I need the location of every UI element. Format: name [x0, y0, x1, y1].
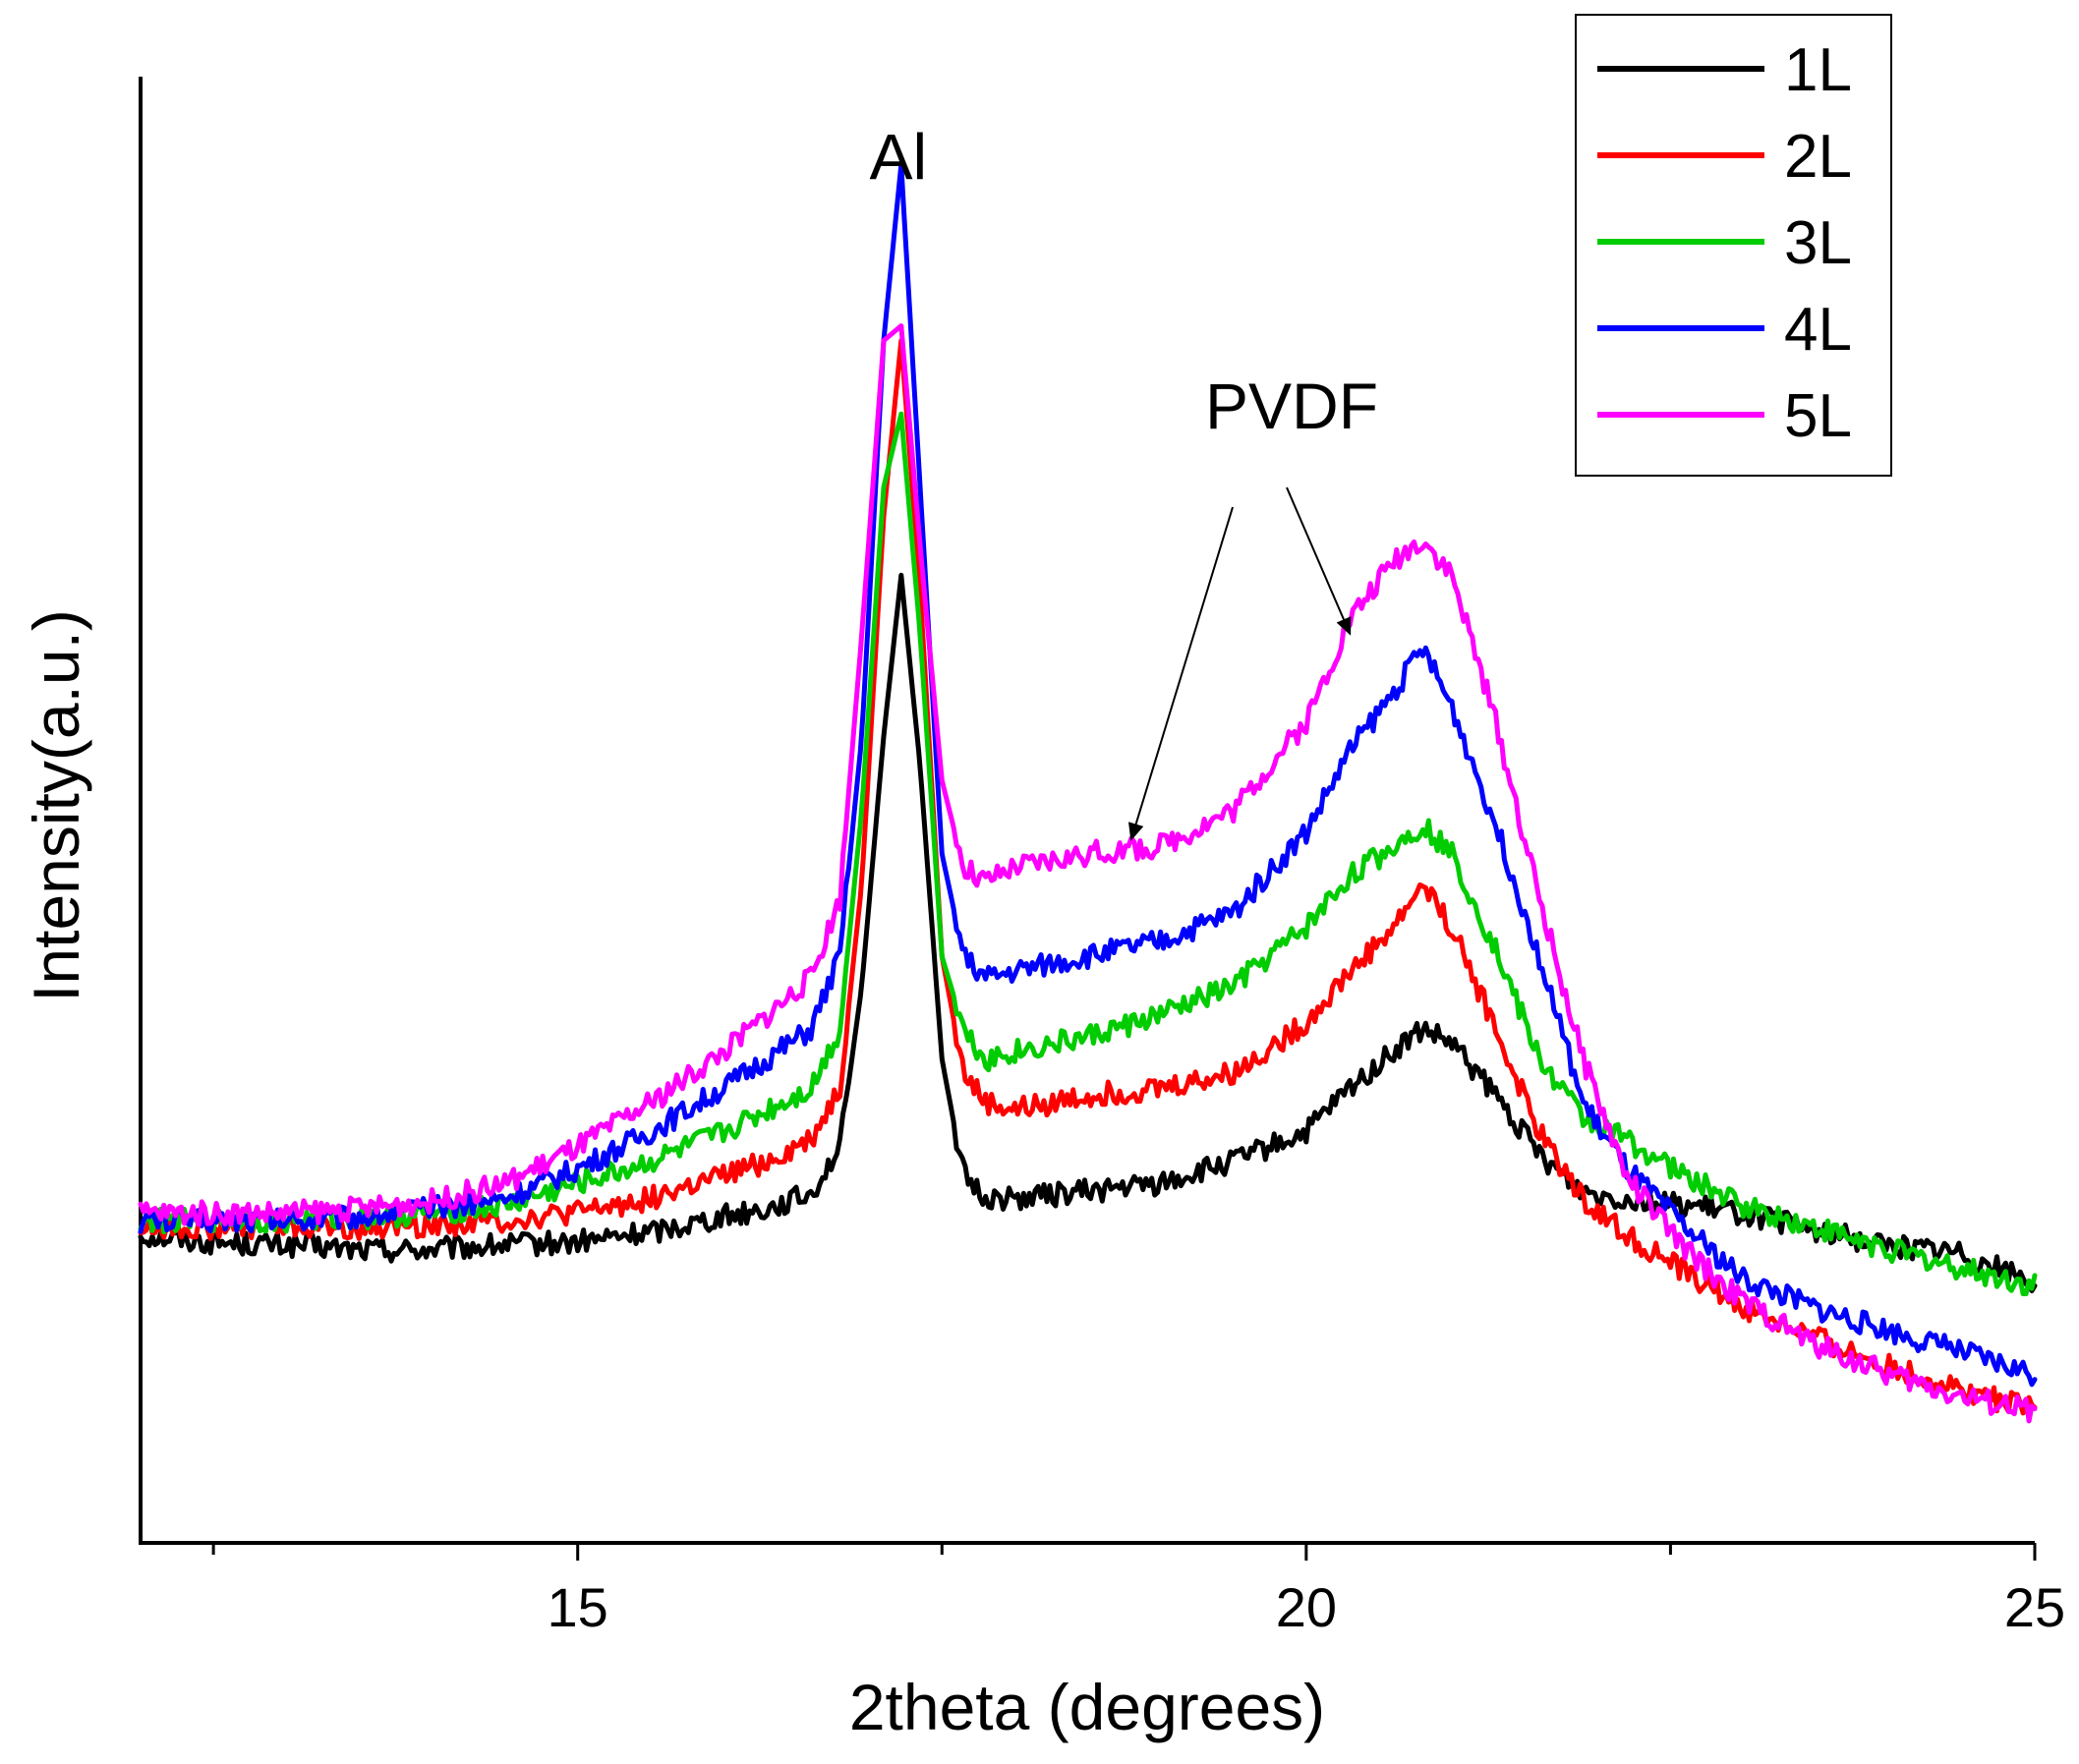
legend-label-5L: 5L: [1784, 382, 1852, 450]
annotation-al: Al: [869, 120, 927, 193]
y-axis-title: Intensity(a.u.): [20, 609, 92, 1002]
annotation-arrow: [1127, 506, 1234, 841]
legend: 1L 2L 3L 4L 5L: [1575, 14, 1892, 477]
x-axis-title: 2theta (degrees): [849, 1671, 1325, 1743]
x-tick-label: 15: [548, 1576, 608, 1638]
legend-label-2L: 2L: [1784, 123, 1852, 191]
legend-box: [1575, 14, 1892, 477]
legend-label-3L: 3L: [1784, 209, 1852, 277]
series-line-4L: [138, 162, 2038, 1388]
x-ticks: 15 20 25: [211, 1543, 2065, 1638]
plot-area: [139, 77, 2035, 1545]
legend-label-1L: 1L: [1784, 36, 1852, 104]
x-tick-label: 20: [1276, 1576, 1337, 1638]
legend-label-4L: 4L: [1784, 296, 1852, 364]
annotations: Al PVDF: [869, 120, 1378, 841]
annotation-arrow: [1286, 486, 1352, 636]
series-group: [138, 162, 2038, 1424]
x-tick-label: 25: [2004, 1576, 2065, 1638]
series-line-1L: [138, 572, 2038, 1293]
series-line-5L: [138, 323, 2038, 1424]
annotation-pvdf: PVDF: [1205, 370, 1378, 442]
series-line-2L: [138, 338, 2038, 1416]
